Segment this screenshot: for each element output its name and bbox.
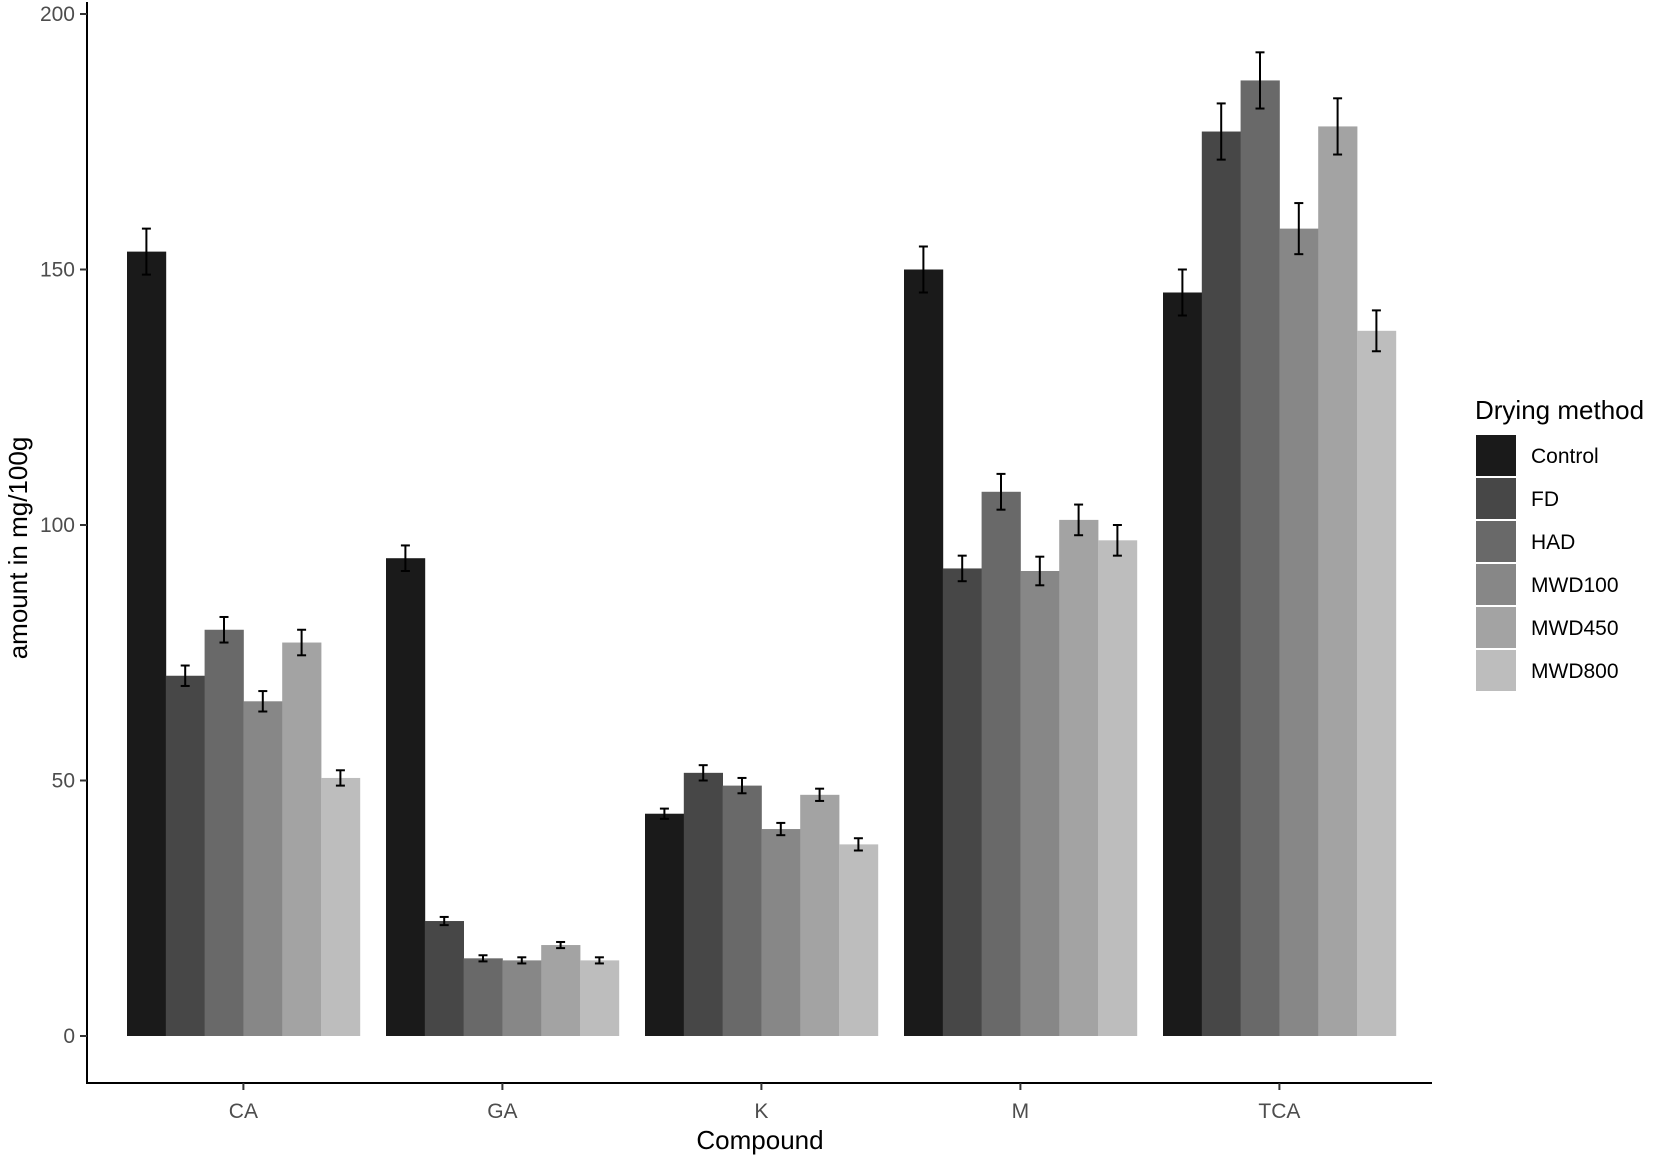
error-bar-ga-mwd800	[594, 956, 604, 965]
y-tick-label: 0	[63, 1025, 75, 1048]
legend-label: MWD800	[1531, 660, 1619, 683]
error-bar-ga-fd	[439, 915, 449, 927]
axes-layer	[86, 2, 1432, 1084]
bar-ca-had	[204, 629, 244, 1036]
legend-title: Drying method	[1475, 395, 1644, 425]
legend-swatch	[1476, 478, 1516, 519]
bar-ga-fd	[424, 921, 464, 1036]
y-tick-label: 200	[40, 3, 75, 26]
error-bar-m-had	[996, 472, 1006, 511]
bar-ca-mwd450	[282, 642, 322, 1036]
x-tick-label-m: M	[1012, 1100, 1030, 1123]
bar-tca-fd	[1201, 131, 1241, 1036]
bar-tca-had	[1240, 80, 1280, 1037]
error-bar-ca-fd	[180, 664, 190, 687]
x-ticks-layer: CA GA K M TCA	[229, 1083, 1300, 1123]
bars-layer	[127, 80, 1397, 1037]
legend-swatch	[1476, 435, 1516, 476]
bar-k-fd	[683, 772, 723, 1036]
error-bars-layer	[141, 51, 1381, 965]
error-bar-tca-mwd450	[1333, 97, 1343, 156]
x-tick-label-k: K	[754, 1100, 768, 1123]
error-bar-m-fd	[957, 554, 967, 583]
legend-label: FD	[1531, 488, 1559, 511]
y-ticks-layer: 0 50 100 150 200	[40, 3, 87, 1048]
error-bar-m-mwd100	[1035, 555, 1045, 587]
x-tick-label-tca: TCA	[1258, 1100, 1300, 1123]
legend-swatch	[1476, 607, 1516, 648]
error-bar-tca-control	[1177, 268, 1187, 317]
bar-tca-mwd450	[1318, 126, 1358, 1037]
y-axis-title: amount in mg/100g	[3, 437, 33, 660]
legend-swatch	[1476, 650, 1516, 691]
error-bar-k-mwd100	[776, 821, 786, 837]
y-tick-label: 150	[40, 259, 75, 282]
legend-swatch	[1476, 564, 1516, 605]
bar-ca-mwd100	[243, 701, 283, 1036]
bar-ca-control	[127, 251, 167, 1037]
error-bar-k-control	[659, 807, 669, 820]
legend-item-control: Control	[1476, 435, 1599, 476]
legend-swatch	[1476, 521, 1516, 562]
bar-k-mwd100	[761, 829, 801, 1036]
bar-ga-control	[386, 558, 426, 1036]
error-bar-ga-had	[478, 954, 488, 963]
error-bar-ga-mwd100	[517, 956, 527, 965]
error-bar-ca-mwd450	[297, 628, 307, 657]
bar-k-had	[722, 785, 762, 1036]
bar-m-had	[981, 491, 1021, 1036]
error-bar-k-mwd800	[853, 837, 863, 852]
bar-m-fd	[942, 568, 982, 1036]
legend-label: Control	[1531, 445, 1599, 468]
x-tick-label-ga: GA	[487, 1100, 517, 1123]
error-bar-ca-control	[141, 227, 151, 276]
bar-ga-had	[463, 958, 503, 1036]
x-axis-title: Compound	[696, 1125, 823, 1155]
legend-item-mwd100: MWD100	[1476, 564, 1619, 605]
bar-ca-mwd800	[321, 777, 361, 1036]
bar-ga-mwd450	[541, 945, 581, 1036]
legend-label: MWD450	[1531, 617, 1619, 640]
legend-item-mwd450: MWD450	[1476, 607, 1619, 648]
x-tick-label-ca: CA	[229, 1100, 258, 1123]
bar-m-control	[904, 269, 944, 1036]
bar-tca-mwd100	[1279, 228, 1319, 1036]
bar-tca-control	[1163, 292, 1203, 1036]
bar-ca-fd	[165, 675, 205, 1036]
bar-k-control	[645, 813, 685, 1036]
legend-label: HAD	[1531, 531, 1575, 554]
error-bar-k-mwd450	[815, 787, 825, 802]
bar-m-mwd800	[1098, 540, 1138, 1036]
bar-tca-mwd800	[1357, 330, 1397, 1036]
bar-k-mwd800	[839, 844, 879, 1036]
bar-m-mwd100	[1020, 570, 1060, 1036]
bar-ga-mwd800	[580, 960, 620, 1036]
legend-item-mwd800: MWD800	[1476, 650, 1619, 691]
y-tick-label: 100	[40, 514, 75, 537]
error-bar-ga-control	[400, 544, 410, 572]
legend: Drying method Control FD HAD MWD100 MWD450 MW…	[1475, 395, 1644, 691]
error-bar-tca-fd	[1216, 102, 1226, 161]
y-tick-label: 50	[52, 770, 75, 793]
bar-ga-mwd100	[502, 960, 542, 1036]
error-bar-k-fd	[698, 764, 708, 782]
error-bar-k-had	[737, 776, 747, 795]
bar-m-mwd450	[1059, 519, 1099, 1036]
error-bar-tca-mwd100	[1294, 202, 1304, 256]
error-bar-ca-mwd800	[335, 769, 345, 787]
error-bar-ga-mwd450	[556, 940, 566, 950]
legend-label: MWD100	[1531, 574, 1619, 597]
error-bar-m-mwd800	[1112, 524, 1122, 557]
error-bar-tca-mwd800	[1371, 309, 1381, 353]
bar-k-mwd450	[800, 794, 840, 1036]
error-bar-m-mwd450	[1074, 503, 1084, 537]
legend-item-fd: FD	[1476, 478, 1559, 519]
error-bar-ca-mwd100	[258, 690, 268, 713]
error-bar-tca-had	[1255, 51, 1265, 110]
error-bar-m-control	[918, 245, 928, 294]
error-bar-ca-had	[219, 615, 229, 644]
legend-item-had: HAD	[1476, 521, 1575, 562]
